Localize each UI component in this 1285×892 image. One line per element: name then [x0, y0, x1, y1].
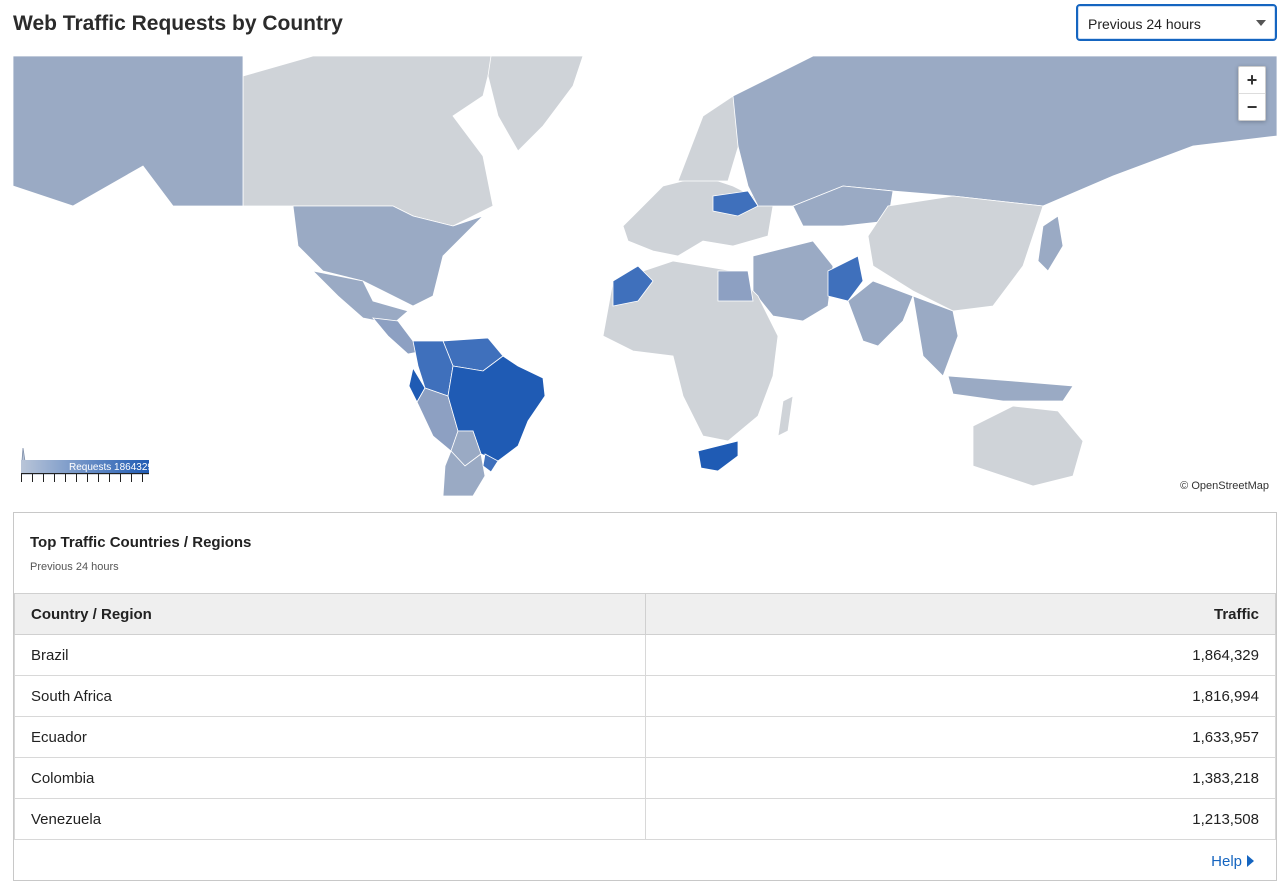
traffic-cell: 1,816,994	[645, 675, 1276, 717]
country-usa-alaska[interactable]	[13, 56, 244, 207]
country-russia[interactable]	[732, 56, 1277, 207]
country-china-mongolia[interactable]	[867, 195, 1044, 312]
country-morocco[interactable]	[612, 265, 654, 307]
traffic-cell: 1,633,957	[645, 716, 1276, 758]
country-egypt[interactable]	[717, 270, 754, 302]
table-row: Brazil 1,864,329	[14, 634, 1276, 676]
table-row: Colombia 1,383,218	[14, 757, 1276, 799]
help-link[interactable]: Help	[1211, 853, 1254, 870]
country-cell: Ecuador	[14, 716, 646, 758]
legend-gradient-bar	[21, 460, 149, 474]
country-cell: Venezuela	[14, 798, 646, 840]
traffic-cell: 1,213,508	[645, 798, 1276, 840]
map-attribution[interactable]: © OpenStreetMap	[1178, 480, 1271, 492]
map-legend: Requests 1864329	[21, 438, 153, 486]
table-row: Venezuela 1,213,508	[14, 798, 1276, 840]
zoom-out-button[interactable]: −	[1239, 93, 1265, 120]
country-ukraine[interactable]	[712, 190, 759, 217]
page-title: Web Traffic Requests by Country	[13, 12, 343, 35]
time-range-select[interactable]: Previous 24 hours	[1076, 4, 1277, 41]
world-map[interactable]: + − Requests 1864329 © OpenStreetMap	[13, 56, 1277, 496]
country-mexico[interactable]	[311, 270, 409, 325]
table-row: Ecuador 1,633,957	[14, 716, 1276, 758]
legend-label: Requests 1864329	[69, 462, 153, 473]
table-row: South Africa 1,816,994	[14, 675, 1276, 717]
country-argentina-chile[interactable]	[442, 450, 486, 496]
country-uruguay[interactable]	[482, 453, 499, 473]
country-greenland[interactable]	[487, 56, 584, 152]
country-japan[interactable]	[1037, 215, 1064, 272]
zoom-controls: + −	[1238, 66, 1266, 121]
traffic-cell: 1,864,329	[645, 634, 1276, 676]
country-australia[interactable]	[972, 405, 1084, 487]
traffic-cell: 1,383,218	[645, 757, 1276, 799]
map-canvas[interactable]	[13, 56, 1277, 496]
country-pakistan[interactable]	[827, 255, 864, 302]
traffic-table: Country / Region Traffic Brazil 1,864,32…	[14, 593, 1276, 840]
zoom-in-button[interactable]: +	[1246, 70, 1258, 90]
caret-right-icon	[1247, 855, 1254, 867]
panel-title: Top Traffic Countries / Regions	[30, 534, 252, 551]
country-cell: Brazil	[14, 634, 646, 676]
top-countries-panel: Top Traffic Countries / Regions Previous…	[13, 512, 1277, 881]
country-cell: South Africa	[14, 675, 646, 717]
column-header-country[interactable]: Country / Region	[14, 593, 646, 635]
country-scandinavia[interactable]	[677, 95, 744, 182]
country-cell: Colombia	[14, 757, 646, 799]
country-usa[interactable]	[292, 205, 484, 307]
country-south-africa[interactable]	[697, 440, 739, 472]
country-india[interactable]	[847, 280, 914, 347]
column-header-traffic[interactable]: Traffic	[645, 593, 1276, 635]
panel-subtitle: Previous 24 hours	[30, 561, 119, 573]
table-header-row: Country / Region Traffic	[14, 593, 1276, 635]
time-range-value: Previous 24 hours	[1088, 16, 1201, 32]
country-canada[interactable]	[242, 56, 494, 227]
chevron-down-icon	[1256, 20, 1266, 26]
help-label: Help	[1211, 853, 1242, 870]
legend-axis	[21, 473, 149, 482]
country-southeast-asia[interactable]	[912, 295, 959, 377]
country-middle-east[interactable]	[752, 240, 834, 322]
country-indonesia[interactable]	[947, 375, 1074, 402]
country-madagascar[interactable]	[777, 395, 794, 437]
